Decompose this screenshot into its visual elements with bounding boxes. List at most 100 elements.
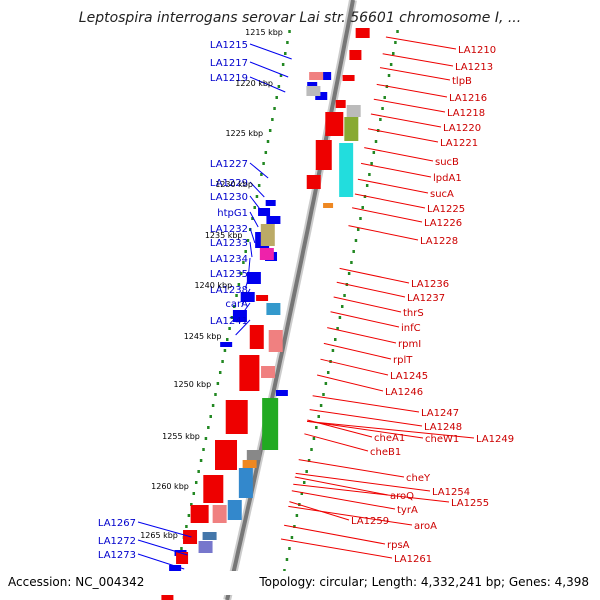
guide-dot-left (253, 206, 256, 209)
colored-feature (323, 203, 334, 208)
guide-dot-left (260, 173, 263, 176)
guide-dot-left (257, 184, 261, 187)
right-leader-line (373, 98, 446, 113)
guide-dot-left (199, 459, 203, 462)
guide-dot-right (336, 327, 339, 330)
colored-feature (261, 366, 276, 378)
right-gene-label: cheB1 (370, 447, 401, 458)
reverse-gene (306, 175, 321, 189)
right-leader-line (351, 207, 423, 223)
forward-gene (220, 342, 233, 347)
guide-dot-left (242, 261, 245, 264)
guide-dot-left (271, 118, 274, 121)
right-gene-label: LA1249 (476, 434, 514, 445)
right-gene-label: sucB (435, 157, 459, 168)
right-leader-line (307, 419, 373, 438)
guide-dot-right (396, 30, 399, 33)
guide-dot-right (317, 415, 320, 418)
kbp-tick-label: 1240 kbp (194, 281, 232, 290)
right-gene-label: infC (401, 323, 421, 334)
right-gene-label: LA1237 (407, 293, 445, 304)
right-gene-label: LA1259 (351, 516, 389, 527)
guide-dot-right (285, 558, 289, 561)
right-leader-line (379, 67, 451, 81)
left-leader-line (137, 539, 188, 556)
right-leader-line (357, 178, 429, 194)
left-leader-line (248, 257, 251, 274)
right-gene-label: LA1226 (424, 218, 462, 229)
kbp-tick-label: 1255 kbp (162, 432, 200, 441)
gene-labels: LA1215 LA1217 LA1219 LA1227 LA1229 LA1230 htpG… (98, 40, 514, 565)
guide-dot-left (277, 85, 281, 88)
right-gene-label: LA1247 (421, 408, 459, 419)
guide-dot-right (315, 426, 318, 429)
guide-dot-right (372, 151, 376, 154)
kbp-tick-label: 1245 kbp (184, 332, 222, 341)
colored-feature (227, 500, 242, 520)
right-gene-label: rplT (393, 355, 413, 366)
guide-dot-right (305, 470, 308, 473)
guide-dot-right (293, 525, 296, 528)
right-gene-label: LA1246 (385, 387, 423, 398)
right-leader-line (348, 225, 419, 241)
guide-dot-left (197, 470, 200, 473)
guide-dot-left (239, 272, 243, 275)
left-gene-label: LA1234 (210, 254, 248, 265)
guide-dot-right (387, 74, 391, 77)
right-gene-label: LA1255 (451, 498, 489, 509)
left-gene-label: LA1230 (210, 192, 248, 203)
forward-gene (265, 200, 276, 206)
colored-feature (268, 330, 283, 352)
left-gene-label: LA1241 (210, 316, 248, 327)
right-leader-line (336, 281, 406, 298)
kbp-tick-label: 1265 kbp (140, 531, 178, 540)
guide-dot-right (352, 250, 355, 253)
guide-dot-right (334, 338, 337, 341)
right-gene-label: LA1228 (420, 236, 458, 247)
left-leader-line (249, 43, 292, 60)
colored-feature (306, 86, 321, 96)
left-leader-line (238, 302, 251, 319)
backbone-layer (170, 0, 399, 600)
left-gene-label: LA1219 (210, 73, 248, 84)
right-leader-line (382, 53, 454, 67)
right-leader-line (309, 409, 423, 427)
guide-dot-right (354, 239, 358, 242)
right-leader-line (307, 420, 424, 439)
right-gene-label: rpsA (387, 540, 410, 551)
guide-dot-left (207, 426, 210, 429)
guide-dot-left (214, 393, 217, 396)
guide-dot-left (204, 437, 208, 440)
accession-text: Accession: NC_004342 (8, 575, 144, 589)
right-leader-line (316, 374, 384, 392)
left-gene-label: LA1238 (210, 285, 248, 296)
left-leader-line (249, 241, 253, 258)
left-leader-line (245, 272, 251, 289)
colored-feature (260, 224, 275, 246)
backbone-line (225, 0, 355, 600)
guide-dot-left (286, 41, 289, 44)
right-gene-label: tlpB (452, 76, 472, 87)
right-gene-label: LA1248 (424, 422, 462, 433)
left-leader-line (235, 319, 251, 336)
guide-dot-right (312, 437, 316, 440)
reverse-gene (203, 475, 224, 503)
right-leader-line (370, 113, 442, 128)
left-gene-label: LA1227 (210, 159, 248, 170)
guide-dot-right (347, 272, 351, 275)
forward-gene (321, 72, 332, 80)
guide-dot-right (374, 140, 378, 143)
right-gene-label: cheA1 (374, 433, 405, 444)
right-leader-line (367, 128, 439, 143)
right-gene-label: LA1216 (449, 93, 487, 104)
guide-dot-left (223, 349, 227, 352)
right-gene-label: LA1221 (440, 138, 478, 149)
colored-feature (344, 117, 359, 141)
forward-gene (240, 292, 255, 302)
guide-dot-right (389, 63, 393, 66)
colored-feature (339, 143, 354, 197)
reverse-gene (349, 50, 362, 60)
guide-dot-right (322, 393, 325, 396)
kbp-tick-label: 1215 kbp (245, 28, 283, 37)
guide-dot-left (251, 217, 254, 220)
